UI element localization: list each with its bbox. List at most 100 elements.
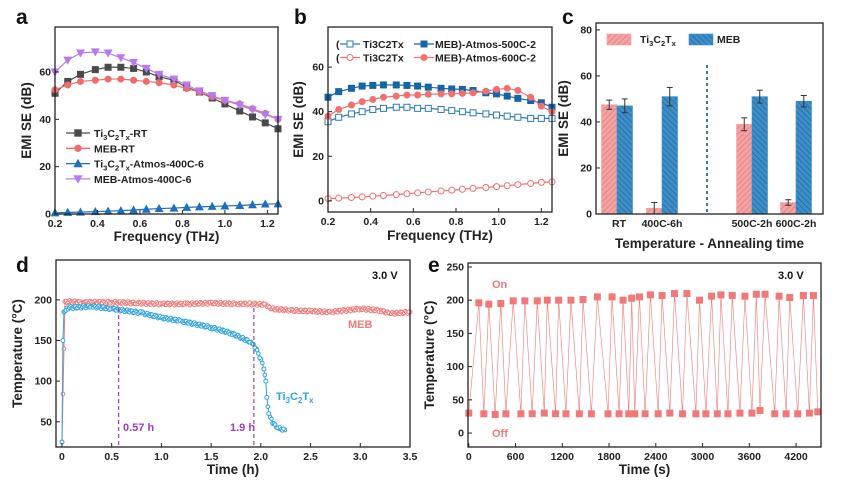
data-point xyxy=(485,300,493,308)
trace-marker xyxy=(281,426,286,432)
series-ti3c2tx-atmos-400c-6 xyxy=(50,199,283,217)
data-point xyxy=(579,296,587,304)
x-axis-title: Time (s) xyxy=(619,462,671,477)
data-point xyxy=(528,410,536,418)
data-point xyxy=(635,293,643,301)
data-point xyxy=(552,410,560,418)
data-point xyxy=(169,203,179,212)
data-point xyxy=(514,181,522,189)
series-meb-atmos-400c-6 xyxy=(50,48,283,124)
x-tick-label: 0.4 xyxy=(363,216,378,228)
data-point xyxy=(248,200,257,209)
x-tick-label: 1800 xyxy=(597,451,621,463)
y-tick-label: 0 xyxy=(586,209,592,221)
data-point xyxy=(562,410,570,418)
y-tick-label: 200 xyxy=(34,294,52,306)
data-point xyxy=(799,292,807,300)
y-tick-label: 100 xyxy=(446,361,464,373)
legend-swatch xyxy=(606,33,632,46)
data-point xyxy=(403,81,411,89)
y-tick-label: 40 xyxy=(39,114,51,126)
y-tick-label: 40 xyxy=(580,116,592,128)
data-point xyxy=(537,114,545,122)
chart-a: 0.2 0.4 0.6 0.8 1.0 1.2 0 20 40 60 Frequency (THz)… xyxy=(19,26,283,244)
data-point xyxy=(666,409,674,417)
data-point xyxy=(142,77,150,85)
data-point xyxy=(708,292,716,300)
x-tick-label: 3600 xyxy=(738,451,762,463)
x-axis-title: Frequency (THz) xyxy=(114,229,220,244)
data-point xyxy=(424,90,432,98)
panel-label-b: b xyxy=(294,6,307,29)
x-tick-label: 0.6 xyxy=(406,216,421,228)
data-point xyxy=(756,406,764,414)
legend-label: Ti3C2Tx xyxy=(640,34,677,48)
data-point xyxy=(448,186,456,194)
x-tick-label: 3.5 xyxy=(403,451,418,463)
data-point xyxy=(493,111,501,119)
legend-label: Ti3C2Tx-RT xyxy=(94,128,148,142)
bar xyxy=(616,105,633,215)
trace-marker xyxy=(257,355,262,361)
data-point xyxy=(469,184,477,192)
bar xyxy=(795,100,812,215)
y-axis-title: Temperature (°C) xyxy=(10,299,25,408)
data-point xyxy=(117,75,125,83)
data-point xyxy=(702,410,710,418)
data-point xyxy=(752,290,760,298)
data-point xyxy=(369,105,377,113)
trace-marker xyxy=(60,391,66,397)
data-point xyxy=(141,64,151,74)
data-point xyxy=(521,297,529,305)
data-point xyxy=(117,63,125,71)
voltage-label-e: 3.0 V xyxy=(778,270,804,282)
data-point xyxy=(76,70,84,78)
plot-frame xyxy=(327,26,553,213)
data-point xyxy=(480,410,488,418)
x-tick-label: 0.8 xyxy=(175,218,190,230)
chart-b: 0.2 0.4 0.6 0.8 1.0 1.2 0 20 40 60 Frequency (THz)… xyxy=(291,26,556,243)
data-point xyxy=(260,199,270,208)
data-point xyxy=(130,76,138,84)
data-point xyxy=(263,378,269,384)
y-axis-title: EMI SE (dB) xyxy=(19,82,34,159)
data-point xyxy=(235,101,245,110)
x-tick-label: 1.2 xyxy=(260,218,275,230)
x-tick-label: 0.2 xyxy=(48,218,63,230)
data-point xyxy=(392,191,400,199)
data-point xyxy=(116,54,126,63)
data-point xyxy=(347,194,355,202)
x-category-label: 600C-2h xyxy=(776,218,817,230)
voltage-label-d: 3.0 V xyxy=(372,270,398,282)
chart-c: 0 20 40 60 80 Temperature - Annealing time EMI… xyxy=(556,22,824,251)
data-point xyxy=(358,108,366,116)
data-point xyxy=(604,410,612,418)
series-meb xyxy=(59,298,413,445)
data-point xyxy=(671,290,679,298)
data-point xyxy=(379,81,387,89)
data-point xyxy=(369,192,377,200)
data-point xyxy=(540,409,548,417)
data-point xyxy=(248,106,257,115)
data-point xyxy=(761,290,769,298)
legend-marker xyxy=(73,158,83,168)
x-tick-label: 2.5 xyxy=(303,451,318,463)
data-point xyxy=(794,410,802,418)
trace-marker xyxy=(262,301,267,307)
data-point xyxy=(736,409,744,417)
series-line xyxy=(468,293,819,415)
vline-label-0: 0.57 h xyxy=(123,422,154,434)
y-tick-label: 60 xyxy=(312,62,324,74)
data-point xyxy=(76,77,84,85)
off-label: Off xyxy=(492,428,508,440)
data-point xyxy=(414,82,422,90)
series-unnamed xyxy=(324,178,556,203)
chart-e: 0 600 1200 1800 2400 3000 3600 4200 0 50 100 150 200… xyxy=(422,261,822,477)
data-point xyxy=(392,92,400,100)
data-point xyxy=(527,179,535,187)
series-ti3c2tx-rt xyxy=(51,63,282,133)
legend-label: MEB xyxy=(717,34,741,46)
data-point xyxy=(141,204,151,213)
data-point xyxy=(358,82,366,90)
